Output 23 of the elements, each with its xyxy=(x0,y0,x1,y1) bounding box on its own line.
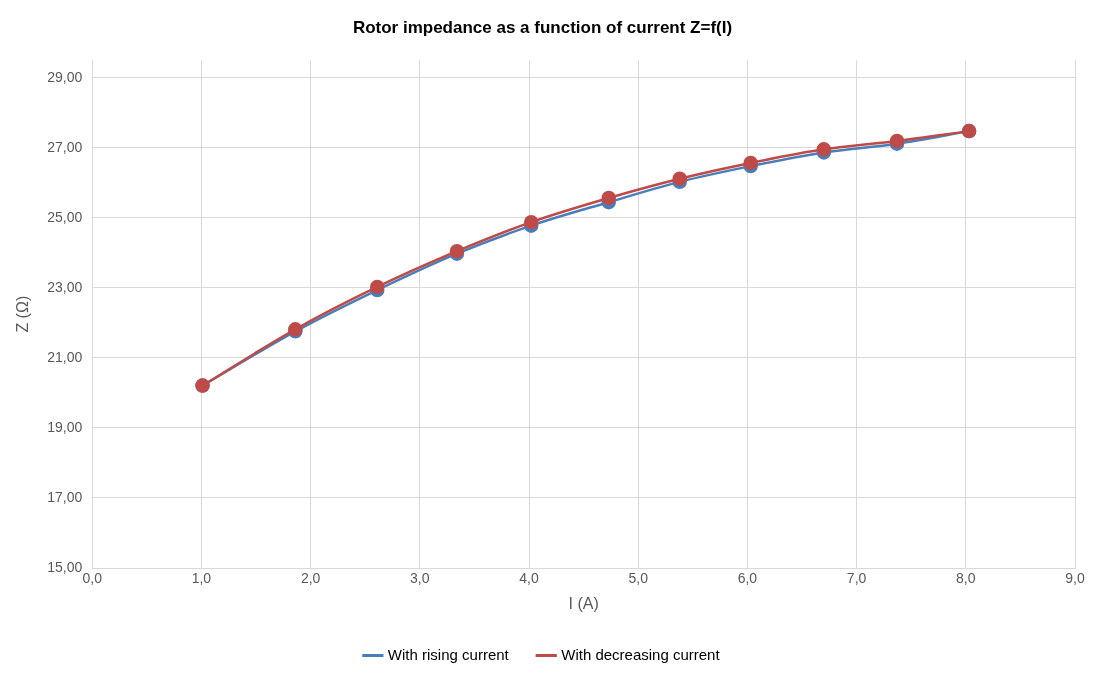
y-tick-label: 19,00 xyxy=(47,418,83,435)
legend-label: With decreasing current xyxy=(561,645,721,663)
y-tick-label: 27,00 xyxy=(47,138,83,155)
x-tick-label: 7,0 xyxy=(846,570,867,587)
x-tick-label: 9,0 xyxy=(1065,570,1085,587)
x-tick-label: 6,0 xyxy=(737,570,758,587)
y-tick-label: 21,00 xyxy=(47,348,83,365)
x-tick-label: 3,0 xyxy=(410,570,430,587)
x-tick-label: 1,0 xyxy=(191,570,212,587)
x-tick-label: 4,0 xyxy=(519,570,539,587)
x-tick-label: 2,0 xyxy=(300,570,321,587)
chart-title: Rotor impedance as a function of current Z=f(I) xyxy=(352,17,733,37)
y-tick-label: 17,00 xyxy=(47,488,83,505)
y-tick-label: 23,00 xyxy=(47,278,83,295)
x-tick-label: 0,0 xyxy=(82,570,103,587)
x-tick-label: 5,0 xyxy=(628,570,649,587)
y-axis-title: Z (Ω) xyxy=(14,295,32,333)
legend-label: With rising current xyxy=(387,645,510,663)
x-tick-label: 8,0 xyxy=(956,570,976,587)
y-tick-label: 25,00 xyxy=(47,208,83,225)
y-tick-label: 15,00 xyxy=(47,558,83,575)
x-axis-title: I (A) xyxy=(568,594,599,612)
y-tick-label: 29,00 xyxy=(47,68,83,85)
